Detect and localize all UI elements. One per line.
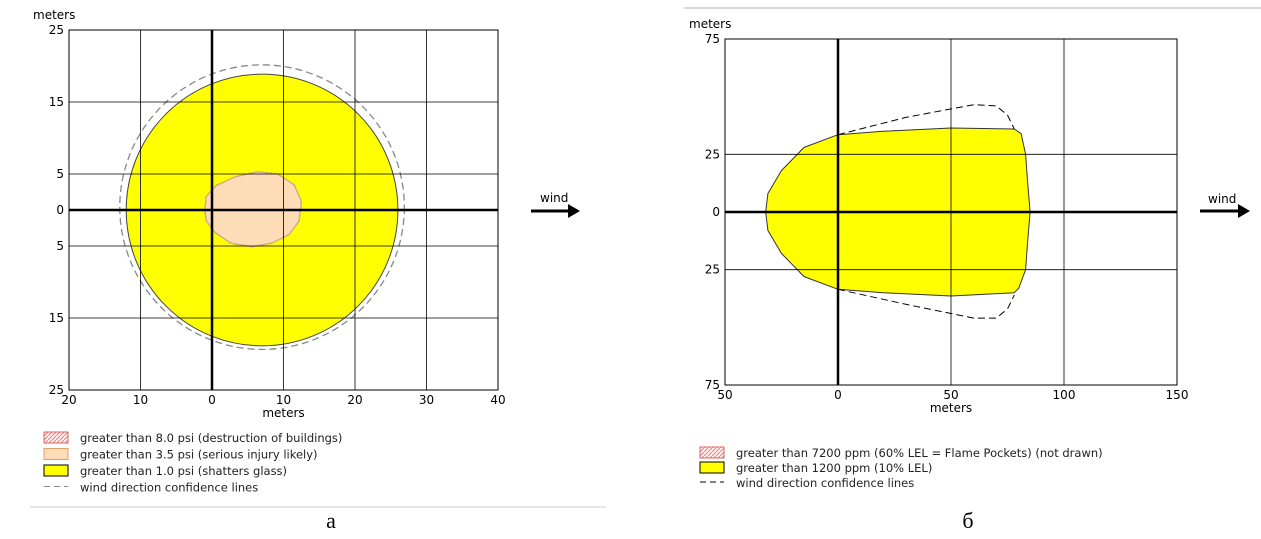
confidence-line: [119, 64, 405, 351]
y-tick-label: 5: [56, 239, 64, 253]
chart-a: 20 10 0 10 20 30 4025155051525metersmeterswind…: [30, 8, 606, 533]
x-tick-label: 10: [276, 393, 291, 407]
legend-swatch-yellow: [43, 464, 69, 477]
x-unit-label: meters: [262, 406, 304, 420]
panel-caption: а: [326, 508, 336, 533]
legend-label: greater than 1.0 psi (shatters glass): [80, 464, 287, 478]
confidence-line-upper: [837, 104, 1015, 136]
x-tick-label: 40: [490, 393, 505, 407]
legend-label: wind direction confidence lines: [736, 476, 914, 490]
x-tick-label: 50: [943, 388, 958, 402]
x-tick-label: 10: [133, 393, 148, 407]
y-tick-label: 25: [49, 23, 64, 37]
x-tick-label: 100: [1053, 388, 1076, 402]
legend-label: greater than 1200 ppm (10% LEL): [736, 461, 932, 475]
y-tick-label: 0: [56, 203, 64, 217]
confidence-line-lower: [837, 288, 1015, 319]
x-tick-label: 0: [834, 388, 842, 402]
y-tick-label: 75: [705, 378, 720, 392]
legend-label: greater than 3.5 psi (serious injury lik…: [80, 448, 318, 462]
x-tick-label: 150: [1166, 388, 1189, 402]
y-tick-label: 25: [705, 147, 720, 161]
wind-arrow-head: [568, 204, 580, 218]
legend-swatch-red_hatch: [43, 431, 69, 444]
chart-b: 50 0 50 100 150752502575metersmeterswindgrea…: [689, 17, 1250, 533]
y-tick-label: 15: [49, 95, 64, 109]
x-unit-label: meters: [930, 401, 972, 415]
y-tick-label: 75: [705, 32, 720, 46]
y-tick-label: 25: [705, 263, 720, 277]
y-tick-label: 5: [56, 167, 64, 181]
legend-swatch-peach: [43, 448, 69, 460]
wind-label: wind: [1208, 192, 1236, 206]
legend-label: wind direction confidence lines: [80, 481, 258, 495]
x-tick-label: 30: [419, 393, 434, 407]
legend-label: greater than 8.0 psi (destruction of bui…: [80, 431, 342, 445]
legend-swatch-yellow: [699, 461, 725, 474]
x-tick-label: 20: [61, 393, 76, 407]
wind-label: wind: [540, 191, 568, 205]
x-tick-label: 20: [347, 393, 362, 407]
legend-label: greater than 7200 ppm (60% LEL = Flame P…: [736, 446, 1103, 460]
legend-swatch-red_hatch: [699, 446, 725, 459]
wind-arrow-head: [1238, 204, 1250, 218]
y-tick-label: 15: [49, 311, 64, 325]
panel-caption: б: [962, 508, 973, 533]
y-tick-label: 0: [712, 205, 720, 219]
y-unit-label: meters: [689, 17, 731, 31]
y-unit-label: meters: [33, 8, 75, 22]
y-tick-label: 25: [49, 383, 64, 397]
x-tick-label: 50: [717, 388, 732, 402]
x-tick-label: 0: [208, 393, 216, 407]
